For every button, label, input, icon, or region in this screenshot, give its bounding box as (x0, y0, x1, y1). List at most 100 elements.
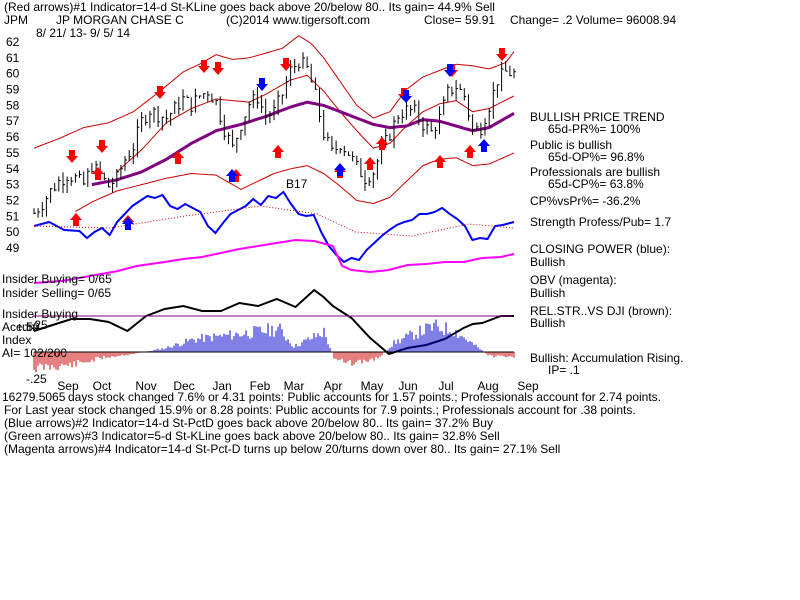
accum-label: Accum (2, 320, 39, 334)
red-up-arrow (364, 157, 376, 170)
pr-value: 65d-PR%= 100% (548, 122, 641, 136)
close-value: Close= 59.91 (424, 13, 495, 27)
insider-buying-label: Insider Buying= 0/65 (2, 272, 112, 286)
red-up-arrow (464, 145, 476, 158)
blue-down-arrow (400, 90, 412, 103)
red-up-arrow (92, 167, 104, 180)
moving-average (91, 100, 515, 187)
footer-line-3: (Blue arrows)#2 Indicator=14-d St-PctD g… (4, 416, 493, 430)
professionals-status: Professionals are bullish (530, 165, 660, 179)
minus25-label: -.25 (26, 372, 47, 386)
upper-band-line (33, 35, 515, 149)
closing-power-ma (33, 205, 515, 237)
y-tick-label-55: 55 (6, 146, 20, 160)
obv-line (33, 238, 515, 284)
y-tick-label-59: 59 (6, 83, 20, 97)
footer-line-5: (Magenta arrows)#4 Indicator=14-d St-Pct… (4, 442, 560, 456)
red-down-arrow (96, 140, 108, 153)
stock-title: JP MORGAN CHASE C (56, 13, 184, 27)
x-month-label-2: Nov (135, 379, 156, 393)
red-down-arrow (66, 150, 78, 163)
x-month-label-5: Feb (250, 379, 271, 393)
change-volume: Change= .2 Volume= 96008.94 (510, 13, 676, 27)
y-tick-label-49: 49 (6, 241, 20, 255)
y-tick-label-51: 51 (6, 209, 20, 223)
red-up-arrow (70, 213, 82, 226)
x-month-label-11: Aug (477, 379, 498, 393)
closing-power-line (33, 190, 515, 264)
trend-title: BULLISH PRICE TREND (530, 110, 665, 124)
red-up-arrow (272, 145, 284, 158)
y-tick-label-54: 54 (6, 162, 20, 176)
y-tick-label-50: 50 (6, 225, 20, 239)
footer-line-1: days stock changed 7.6% or 4.31 points: … (68, 390, 661, 404)
op-value: 65d-OP%= 96.8% (548, 150, 645, 164)
signal-arrows (66, 48, 508, 230)
red-down-arrow (154, 86, 166, 99)
moving-average-line (91, 100, 515, 187)
accumulation-histogram (33, 319, 515, 373)
x-month-label-0: Sep (57, 379, 79, 393)
x-month-label-9: Jun (398, 379, 417, 393)
date-range: 8/ 21/ 13- 9/ 5/ 14 (36, 26, 130, 40)
public-status: Public is bullish (530, 138, 612, 152)
obv-value: Bullish (530, 286, 565, 300)
x-month-label-4: Jan (212, 379, 231, 393)
y-tick-label-62: 62 (6, 35, 20, 49)
red-down-arrow (496, 48, 508, 61)
footer-line-2: For Last year stock changed 15.9% or 8.2… (4, 403, 636, 417)
index-label: Index (2, 333, 31, 347)
blue-down-arrow (256, 78, 268, 91)
blue-down-arrow (444, 64, 456, 77)
insider-buying-2-label: Insider Buying (2, 307, 78, 321)
blue-up-arrow (478, 139, 490, 152)
y-tick-label-58: 58 (6, 98, 20, 112)
red-up-arrow (434, 155, 446, 168)
red-down-arrow (198, 60, 210, 73)
copyright: (C)2014 www.tigersoft.com (226, 13, 370, 27)
plus50-label: +.50 (16, 320, 40, 334)
x-month-label-3: Dec (173, 379, 194, 393)
overlap-number: 16279.5065 (2, 390, 66, 404)
x-month-label-1: Oct (93, 379, 112, 393)
x-month-label-10: Jul (438, 379, 453, 393)
ticker: JPM (4, 13, 28, 27)
ai-label: AI= 102/200 (2, 346, 67, 360)
y-tick-label-53: 53 (6, 178, 20, 192)
relative-strength-line (33, 288, 514, 356)
accum-title: Bullish: Accumulation Rising. (530, 351, 683, 365)
closing-power-series (33, 190, 515, 264)
y-tick-label-52: 52 (6, 194, 20, 208)
closing-power-title: CLOSING POWER (blue): (530, 242, 670, 256)
y-tick-label-61: 61 (6, 51, 20, 65)
footer-line-4: (Green arrows)#3 Indicator=5-d St-KLine … (4, 429, 500, 443)
x-month-label-8: May (361, 379, 384, 393)
x-month-label-6: Mar (284, 379, 305, 393)
y-tick-label-60: 60 (6, 67, 20, 81)
blue-up-arrow (334, 163, 346, 176)
y-tick-label-57: 57 (6, 114, 20, 128)
header-red-arrows: (Red arrows)#1 Indicator=14-d St-KLine g… (4, 0, 495, 14)
obv-title: OBV (magenta): (530, 273, 617, 287)
ip-value: IP= .1 (548, 363, 580, 377)
price-bars (33, 52, 516, 218)
insider-selling-label: Insider Selling= 0/65 (2, 286, 111, 300)
x-axis: Sep Oct Nov Dec Jan Feb Mar Apr May Jun Jul Aug Sep (57, 379, 539, 393)
blue-up-arrow (226, 169, 238, 182)
rel-strength-title: REL.STR..VS DJI (brown): (530, 304, 672, 318)
plus25-label: +.25 (24, 318, 48, 332)
closing-power-value: Bullish (530, 255, 565, 269)
red-down-arrow (212, 62, 224, 75)
red-up-arrow (172, 151, 184, 164)
red-up-arrow (376, 137, 388, 150)
rel-strength-value: Bullish (530, 316, 565, 330)
cpvspr-value: CP%vsPr%= -36.2% (530, 194, 641, 208)
x-month-label-7: Apr (324, 379, 343, 393)
blue-up-arrow (122, 217, 134, 230)
red-down-arrow (280, 58, 292, 71)
y-tick-label-56: 56 (6, 130, 20, 144)
strength-value: Strength Profess/Pub= 1.7 (530, 215, 671, 229)
